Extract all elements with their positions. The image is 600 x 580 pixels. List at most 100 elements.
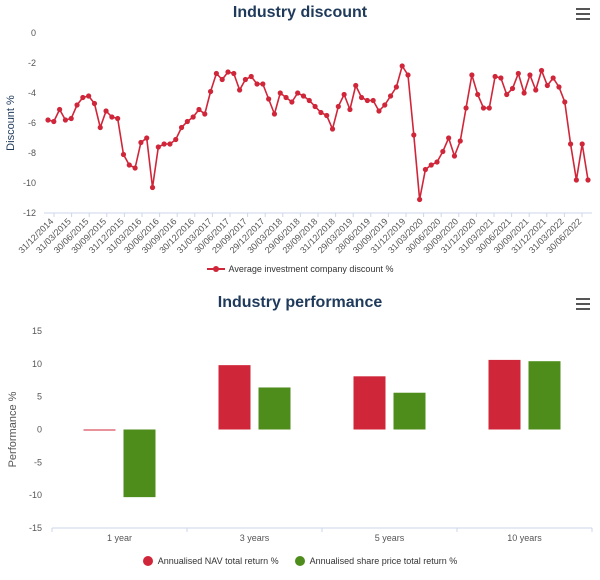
discount-data-point	[492, 73, 498, 80]
legend-dot-icon	[294, 556, 305, 566]
discount-data-point	[556, 84, 562, 90]
discount-data-point	[428, 162, 434, 168]
discount-data-point	[144, 135, 150, 141]
discount-data-point	[173, 136, 179, 143]
discount-data-point	[138, 139, 144, 146]
discount-data-point	[260, 81, 266, 87]
performance-chart-title: Industry performance	[217, 294, 383, 311]
y-tick-label: -12	[23, 208, 36, 218]
y-tick-label: -10	[29, 490, 42, 500]
discount-data-point	[237, 87, 243, 93]
x-tick-label: 10 years	[507, 533, 542, 543]
discount-data-point	[382, 102, 388, 108]
discount-data-point	[544, 82, 550, 89]
discount-data-point	[167, 141, 173, 147]
discount-data-point	[573, 177, 579, 183]
discount-data-point	[353, 82, 359, 89]
discount-data-point	[97, 124, 103, 131]
discount-data-point	[463, 105, 469, 111]
y-tick-label: -5	[34, 457, 42, 467]
discount-data-point	[446, 135, 452, 141]
discount-data-point	[550, 75, 556, 81]
discount-data-point	[399, 63, 405, 69]
discount-data-point	[585, 177, 591, 183]
legend-label: Average investment company discount %	[228, 264, 394, 274]
discount-data-point	[86, 93, 92, 99]
discount-data-point	[74, 102, 80, 108]
discount-data-point	[207, 88, 214, 95]
discount-data-point	[567, 141, 574, 147]
discount-data-point	[202, 111, 208, 117]
discount-data-point	[306, 97, 312, 104]
discount-data-point	[62, 117, 69, 123]
discount-data-point	[370, 97, 376, 104]
discount-data-point	[283, 94, 289, 101]
discount-data-point	[120, 151, 127, 158]
bar-nav	[218, 365, 251, 430]
discount-data-point	[480, 105, 487, 111]
discount-data-point	[266, 96, 272, 102]
discount-data-point	[80, 94, 86, 101]
discount-chart-panel: Industry discount 0 -2 -4 -6 -8 -10 -12 31/12/2…	[0, 4, 600, 274]
discount-data-point	[498, 75, 504, 81]
discount-data-point	[213, 70, 219, 77]
y-tick-label: -15	[29, 523, 42, 533]
discount-data-point	[312, 103, 318, 110]
discount-data-point	[562, 99, 568, 105]
discount-data-point	[422, 166, 429, 173]
bar-nav	[83, 429, 116, 431]
discount-data-point	[417, 196, 423, 203]
discount-data-point	[504, 91, 510, 98]
y-tick-label: 15	[32, 326, 42, 336]
bar-share-price	[123, 429, 156, 498]
x-tick-label: 3 years	[240, 533, 270, 543]
legend-item-discount[interactable]: Average investment company discount %	[206, 264, 394, 274]
x-tick-label: 1 year	[107, 533, 132, 543]
y-tick-label: 5	[37, 392, 42, 402]
discount-data-point	[115, 115, 121, 122]
bar-share-price	[393, 392, 426, 430]
discount-data-point	[277, 90, 283, 96]
y-tick-label: -10	[23, 178, 36, 188]
discount-data-point	[161, 141, 167, 147]
discount-series-line	[47, 64, 589, 200]
discount-data-point	[91, 100, 98, 107]
discount-data-point	[155, 144, 161, 150]
y-tick-label: -6	[28, 118, 36, 128]
discount-data-point	[411, 132, 417, 138]
discount-data-point	[300, 93, 307, 99]
hamburger-menu-icon[interactable]	[576, 8, 590, 20]
discount-data-point	[109, 114, 115, 120]
legend-label: Annualised share price total return %	[309, 556, 458, 566]
discount-data-point	[196, 106, 202, 113]
legend-item-share-price[interactable]: Annualised share price total return %	[294, 556, 458, 566]
discount-data-point	[184, 118, 190, 125]
discount-data-point	[364, 97, 370, 104]
y-tick-label: 10	[32, 359, 42, 369]
discount-data-point	[509, 85, 516, 92]
y-tick-label: 0	[31, 28, 36, 38]
legend-label: Annualised NAV total return %	[157, 556, 279, 566]
discount-data-point	[475, 91, 481, 98]
legend-line-marker-icon	[206, 266, 225, 272]
hamburger-menu-icon[interactable]	[576, 298, 590, 310]
discount-data-point	[190, 114, 196, 120]
discount-data-point	[486, 105, 492, 111]
discount-data-point	[231, 70, 237, 77]
discount-data-point	[329, 126, 336, 132]
discount-data-point	[318, 109, 324, 116]
discount-chart-title: Industry discount	[232, 4, 368, 21]
legend-item-nav[interactable]: Annualised NAV total return %	[142, 556, 279, 566]
discount-data-point	[219, 76, 225, 83]
discount-data-point	[51, 118, 57, 125]
discount-legend[interactable]: Average investment company discount %	[0, 264, 600, 274]
y-tick-label: -2	[28, 58, 36, 68]
performance-legend[interactable]: Annualised NAV total return % Annualised…	[0, 556, 600, 566]
discount-data-point	[515, 70, 521, 77]
bar-share-price	[258, 387, 291, 430]
discount-data-point	[254, 81, 260, 87]
discount-data-point	[451, 153, 458, 159]
performance-chart-panel: Industry performance 15 10 5 0 -5 -10 -15 Perfo…	[0, 290, 600, 580]
discount-data-point	[434, 159, 440, 165]
y-axis-title: Performance %	[7, 391, 19, 467]
